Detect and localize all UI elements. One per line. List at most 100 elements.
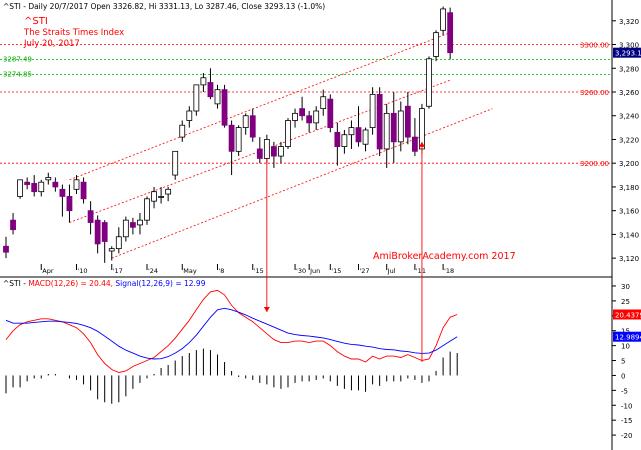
candle-body [94,219,101,245]
date-tick-label: '8 [219,267,225,275]
price-tick-label: 3,240 [619,113,639,121]
candle-body [158,196,165,198]
level-label: 3300.00 [580,42,609,50]
candle-body [45,177,52,181]
candle-body [426,58,432,107]
candle-body [362,129,369,145]
candle-body [285,120,291,147]
candle-body [235,127,242,152]
candle-body [10,219,16,231]
price-axis: 3,120 3,140 3,160 3,180 3,200 3,220 3,240 3,260… [612,18,641,263]
macd-tick-label: -10 [621,402,632,410]
macd-tick-label: 25 [621,298,630,306]
candle-body [101,222,108,242]
price-tick-label: 3,200 [619,160,639,168]
candle-body [73,179,80,190]
candle-body [31,182,38,193]
price-tick-label: 3,180 [619,184,639,192]
candle-body [179,124,186,138]
last-price-tag [613,47,641,58]
price-tick-label: 3,120 [619,255,639,263]
date-tick-label: '30 [296,267,306,275]
date-tick-label: '10 [78,267,88,275]
date-tick-label: May [183,267,197,275]
candle-body [369,93,376,129]
price-tick-label: 3,300 [619,42,639,50]
candle-body [186,110,193,121]
signal-value-label: 12.9894 [615,334,641,342]
candle-body [66,196,73,212]
horizontal-levels: 3300.00 3260.00 3200.00 3287.49 3274.85 [0,42,612,168]
macd-header-symbol: ^STI - [3,279,28,288]
candle-body [193,84,200,112]
candle-body [207,82,214,98]
candle-body [24,181,31,185]
date-tick-label: '11 [416,267,426,275]
candle-body [433,32,439,57]
date-tick-label: '27 [360,267,370,275]
candle-body [376,93,383,150]
price-tick-label: 3,320 [619,18,639,26]
macd-value-label: 20.4379 [615,311,641,319]
candle-body [249,115,256,138]
candle-body [108,248,115,252]
annotation-arrows [263,141,425,362]
candle-body [52,181,59,188]
watermark: AmiBrokerAcademy.com 2017 [373,251,516,262]
date-tick-label: '17 [113,267,123,275]
macd-tick-label: 10 [621,343,630,351]
macd-tick-label: 30 [621,283,630,291]
candle-body [137,219,143,226]
price-tick-label: 3,220 [619,136,639,144]
candle-body [256,148,263,159]
candle-body [411,136,418,152]
date-tick-label: Apr [42,267,54,275]
candle-body [313,110,320,124]
macd-line [5,289,458,373]
candle-body [3,245,9,253]
candle-body [87,210,94,223]
candle-body [397,110,404,143]
macd-tick-label: -20 [621,432,632,440]
macd-value-tag [613,309,641,320]
candle-body [278,146,284,157]
candle-body [447,12,454,54]
date-tick-label: '15 [254,267,264,275]
candle-body [17,179,24,197]
candle-body [390,112,397,143]
symbol-title: ^STI [24,16,48,27]
candle-body [404,105,411,138]
candlestick-series [3,6,454,263]
level-label: 3200.00 [580,160,609,168]
arrow-head [263,307,270,312]
candle-body [320,96,327,110]
candle-body [221,89,228,126]
date-tick-label: '18 [444,267,454,275]
candle-body [214,89,221,105]
date-label: July 20, 2017 [23,39,80,49]
candle-body [200,77,207,86]
candle-body [306,115,313,124]
channel-line [111,108,493,259]
date-axis: Apr '10 '17 '24 May '8 '15 '30 Jun '15 '27 Jul '11 '1… [40,264,454,275]
macd-histogram [5,348,458,404]
level-label: 3274.85 [3,70,32,78]
price-tick-label: 3,280 [619,65,639,73]
candle-body [348,127,355,136]
candle-body [59,188,66,197]
candle-body [228,124,235,152]
macd-header-signal: Signal(12,26,9) = 12.99 [115,279,205,288]
candle-body [151,191,157,202]
macd-lines [5,289,458,373]
candle-body [355,127,362,143]
chart-info-header: ^STI - Daily 20/7/2017 Open 3326.82, Hi … [3,2,325,11]
date-tick-label: '24 [148,267,158,275]
date-tick-label: Jul [387,267,396,275]
last-price-label: 3,293.13 [615,50,641,58]
candle-body [122,219,129,238]
level-label: 3260.00 [580,89,609,97]
candle-body [115,236,122,250]
macd-tick-label: -15 [621,417,632,425]
